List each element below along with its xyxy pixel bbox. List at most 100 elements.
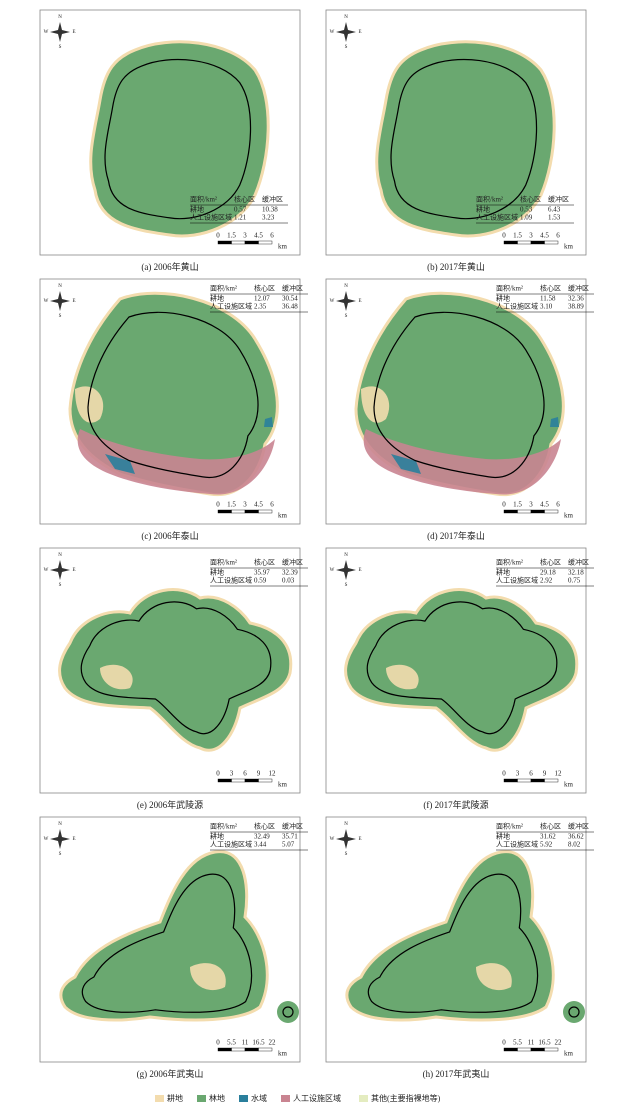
table-cell: 30.54 [282,295,298,303]
compass-label: E [72,837,75,842]
compass-label: S [59,314,62,319]
compass-label: E [72,299,75,304]
land-patch [77,429,275,495]
table-cell: 人工设施区域 [476,213,518,222]
table-header: 核心区 [254,558,275,567]
table-header: 核心区 [520,195,541,204]
table-header: 缓冲区 [282,284,303,293]
core-boundary [367,873,539,1013]
table-header: 核心区 [254,284,275,293]
table-cell: 35.97 [254,569,270,577]
buffer-zone [354,291,565,497]
scale-label: 3 [230,770,234,778]
table-cell: 耕地 [210,294,224,303]
scale-unit: km [564,512,574,520]
scale-segment [258,1047,273,1052]
legend-label: 其他(主要指裸地等) [371,1093,441,1103]
scale-label: 3 [243,232,247,240]
table-cell: 耕地 [210,568,224,577]
scale-segment [503,509,518,514]
scale-segment [244,240,259,245]
land-patch [386,664,419,690]
compass-label: W [330,837,335,842]
table-cell: 人工设施区域 [496,840,538,849]
panel-caption: (d) 2017年泰山 [427,530,485,541]
compass-label: N [344,553,348,558]
compass-label: N [58,822,62,827]
table-header: 面积/km² [496,284,523,293]
scale-label: 1.5 [227,501,236,509]
table-cell: 人工设施区域 [210,840,252,849]
core-boundary [87,311,259,478]
land-patch [105,454,135,474]
table-cell: 1.21 [234,214,247,222]
panel-caption: (a) 2006年黄山 [141,261,198,272]
scale-segment [244,1047,259,1052]
compass-label: N [58,553,62,558]
table-cell: 0.75 [568,577,581,585]
legend-swatch [281,1095,290,1102]
compass-label: N [58,15,62,20]
scale-label: 9 [257,770,261,778]
scale-segment [231,240,246,245]
buffer-zone [563,1001,585,1023]
table-cell: 35.71 [282,833,298,841]
land-patch [264,417,273,427]
scale-label: 1.5 [227,232,236,240]
land-patch [363,429,561,495]
compass-label: E [72,30,75,35]
table-cell: 人工设施区域 [496,576,538,585]
table-header: 缓冲区 [568,284,589,293]
scale-label: 22 [269,1039,277,1047]
compass [336,22,356,42]
table-cell: 耕地 [496,832,510,841]
legend-swatch [155,1095,164,1102]
scale-segment [517,509,532,514]
scale-label: 0 [502,501,506,509]
table-cell: 5.92 [540,841,553,849]
scale-label: 0 [502,770,506,778]
scale-unit: km [564,243,574,251]
scale-label: 5.5 [513,1039,522,1047]
land-patch [100,664,133,690]
compass-label: W [330,568,335,573]
scale-segment [530,240,545,245]
table-cell: 人工设施区域 [190,213,232,222]
table-cell: 31.62 [540,833,556,841]
scale-segment [217,509,232,514]
scale-label: 0 [216,1039,220,1047]
table-cell: 36.62 [568,833,584,841]
panel-caption: (g) 2006年武夷山 [137,1068,204,1079]
scale-label: 3 [243,501,247,509]
table-header: 核心区 [540,284,561,293]
scale-label: 12 [555,770,563,778]
scale-label: 6 [529,770,533,778]
legend-label: 水域 [251,1093,267,1103]
table-cell: 6.43 [548,206,561,214]
scale-unit: km [564,1050,574,1058]
table-cell: 11.58 [540,295,556,303]
table-cell: 2.92 [540,577,553,585]
scale-label: 3 [529,501,533,509]
compass-label: W [44,837,49,842]
compass [50,291,70,311]
core-boundary [568,1006,580,1018]
scale-label: 11 [528,1039,535,1047]
scale-label: 6 [243,770,247,778]
table-cell: 0.53 [520,206,533,214]
table-cell: 38.89 [568,303,584,311]
compass-label: S [59,583,62,588]
land-patch [550,417,559,427]
legend-swatch [197,1095,206,1102]
table-cell: 耕地 [190,205,204,214]
table-header: 缓冲区 [568,558,589,567]
core-boundary [81,873,253,1013]
scale-segment [517,778,532,783]
scale-segment [530,1047,545,1052]
scale-label: 16.5 [252,1039,265,1047]
scale-segment [517,1047,532,1052]
scale-label: 3 [516,770,520,778]
